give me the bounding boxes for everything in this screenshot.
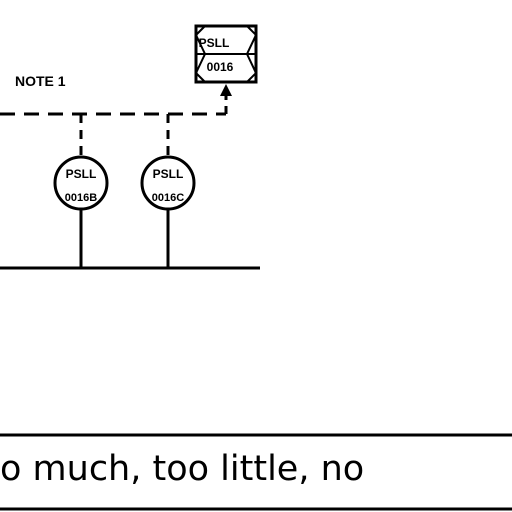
instrument-bubble-psll-0016c: PSLL 0016C [140,155,196,268]
instrument-2-number: 0016C [152,192,184,204]
plc-function-block: PSLL 0016 [194,24,258,84]
instrument-1-function: PSLL [66,167,97,181]
instrument-2-function: PSLL [153,167,184,181]
instrument-bubble-psll-0016b: PSLL 0016B [53,155,109,268]
instrument-1-number: 0016B [65,192,97,204]
plc-tag-number: 0016 [207,60,234,74]
note-label: NOTE 1 [15,73,66,89]
plc-tag-function: PSLL [199,36,230,50]
signal-arrowhead [220,84,232,96]
caption-text: o much, too little, no [0,449,365,489]
